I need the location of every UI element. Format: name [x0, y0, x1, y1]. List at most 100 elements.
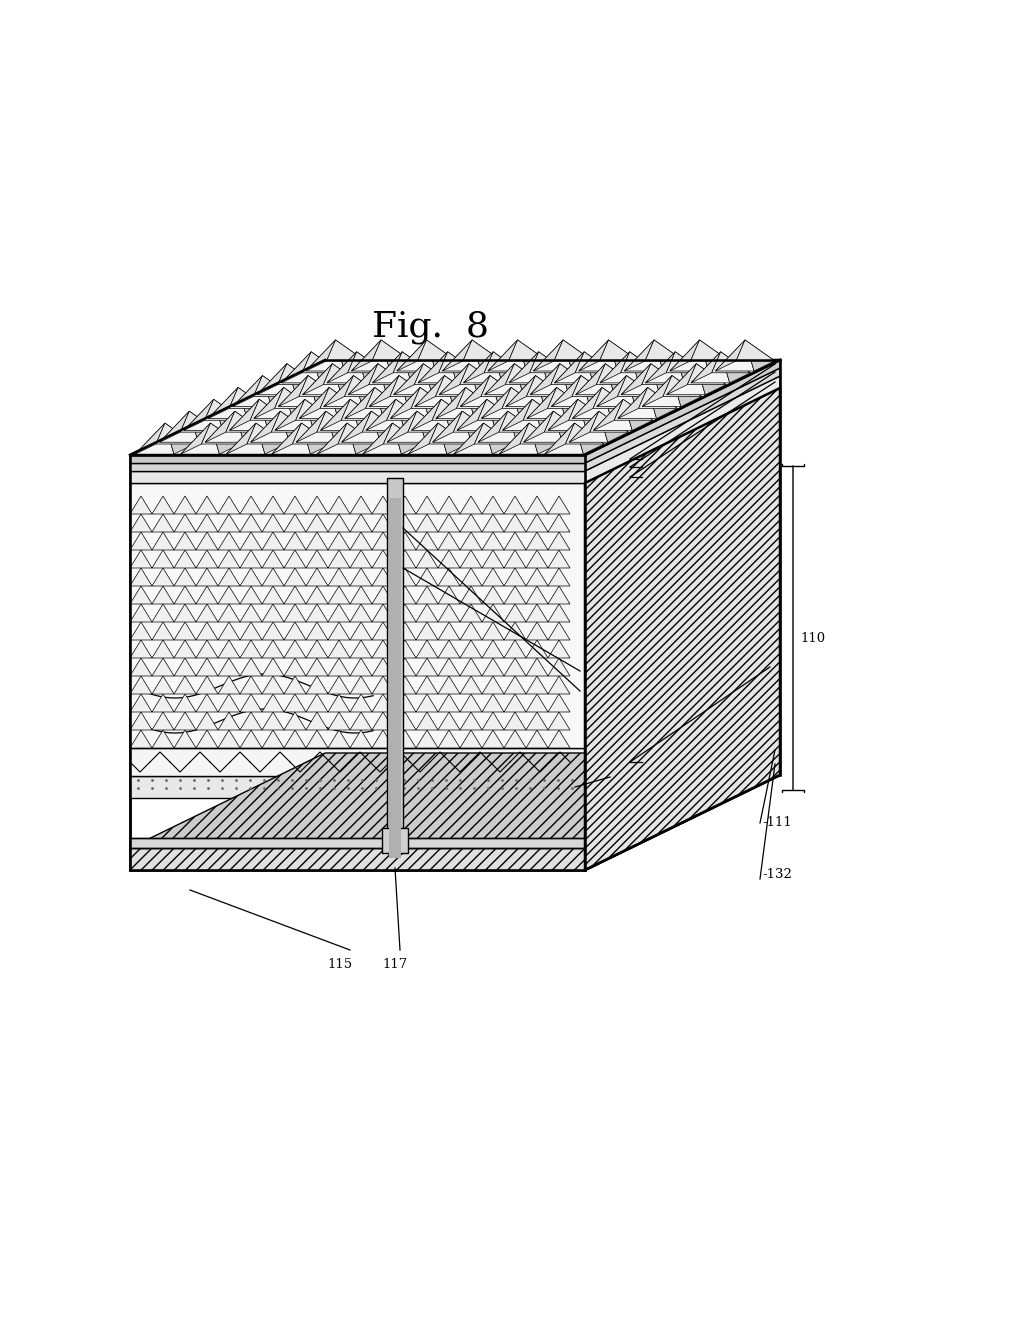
- Polygon shape: [608, 341, 638, 371]
- Polygon shape: [218, 568, 240, 586]
- Polygon shape: [317, 424, 347, 454]
- Polygon shape: [208, 388, 247, 418]
- Polygon shape: [585, 360, 780, 463]
- Polygon shape: [397, 341, 427, 371]
- Polygon shape: [218, 496, 240, 513]
- Polygon shape: [394, 730, 416, 748]
- Polygon shape: [240, 676, 262, 694]
- Polygon shape: [745, 341, 775, 371]
- Polygon shape: [412, 400, 441, 430]
- Polygon shape: [329, 388, 358, 418]
- Polygon shape: [372, 730, 394, 748]
- Polygon shape: [554, 341, 593, 360]
- Polygon shape: [454, 424, 493, 454]
- Polygon shape: [284, 640, 306, 657]
- Polygon shape: [460, 496, 482, 513]
- Polygon shape: [520, 424, 559, 444]
- Polygon shape: [174, 532, 196, 550]
- Polygon shape: [506, 376, 536, 407]
- Polygon shape: [218, 586, 240, 605]
- Polygon shape: [683, 437, 722, 463]
- Polygon shape: [460, 622, 482, 640]
- Polygon shape: [372, 605, 394, 622]
- Polygon shape: [463, 341, 502, 360]
- Polygon shape: [274, 388, 313, 408]
- Polygon shape: [504, 496, 526, 513]
- Polygon shape: [372, 640, 394, 657]
- Polygon shape: [130, 676, 152, 694]
- Polygon shape: [494, 352, 523, 383]
- Polygon shape: [196, 730, 218, 748]
- Polygon shape: [152, 676, 174, 694]
- Polygon shape: [663, 376, 701, 396]
- Polygon shape: [130, 847, 585, 870]
- Polygon shape: [469, 364, 499, 395]
- Polygon shape: [460, 532, 482, 550]
- Polygon shape: [432, 412, 462, 442]
- Polygon shape: [362, 424, 392, 454]
- Polygon shape: [482, 513, 504, 532]
- Text: 110b: 110b: [645, 755, 679, 768]
- Polygon shape: [585, 603, 624, 630]
- Polygon shape: [460, 694, 482, 711]
- Polygon shape: [667, 364, 696, 395]
- Polygon shape: [569, 412, 599, 442]
- Polygon shape: [250, 400, 289, 420]
- Polygon shape: [600, 352, 639, 383]
- Polygon shape: [345, 388, 375, 418]
- Polygon shape: [438, 676, 460, 694]
- Polygon shape: [282, 352, 321, 383]
- Polygon shape: [174, 694, 196, 711]
- Text: PN: PN: [612, 768, 633, 781]
- Polygon shape: [489, 376, 519, 407]
- Polygon shape: [279, 376, 308, 407]
- Polygon shape: [526, 568, 548, 586]
- Polygon shape: [545, 412, 583, 432]
- Polygon shape: [387, 478, 403, 853]
- Polygon shape: [548, 532, 570, 550]
- Polygon shape: [572, 388, 602, 418]
- Polygon shape: [617, 388, 656, 418]
- Polygon shape: [731, 651, 770, 677]
- Polygon shape: [370, 376, 408, 407]
- Polygon shape: [487, 341, 517, 371]
- Polygon shape: [284, 568, 306, 586]
- Polygon shape: [387, 412, 426, 442]
- Polygon shape: [372, 550, 394, 568]
- Polygon shape: [526, 496, 548, 513]
- Polygon shape: [532, 400, 562, 430]
- Polygon shape: [350, 513, 372, 532]
- Polygon shape: [135, 424, 174, 454]
- Polygon shape: [624, 400, 653, 430]
- Polygon shape: [316, 412, 355, 432]
- Polygon shape: [731, 532, 770, 558]
- Polygon shape: [460, 605, 482, 622]
- Polygon shape: [152, 622, 174, 640]
- Polygon shape: [585, 376, 780, 483]
- Polygon shape: [416, 550, 438, 568]
- Polygon shape: [690, 341, 729, 360]
- Polygon shape: [594, 400, 624, 430]
- Polygon shape: [135, 424, 165, 454]
- Polygon shape: [348, 364, 378, 395]
- Polygon shape: [454, 412, 492, 432]
- Polygon shape: [296, 412, 335, 442]
- Polygon shape: [262, 605, 284, 622]
- Text: 113: 113: [582, 686, 607, 700]
- Polygon shape: [625, 341, 664, 371]
- Polygon shape: [211, 424, 241, 454]
- Polygon shape: [324, 376, 353, 407]
- Polygon shape: [509, 352, 548, 383]
- Polygon shape: [226, 424, 256, 454]
- Polygon shape: [731, 414, 770, 440]
- Polygon shape: [240, 640, 262, 657]
- Text: 116: 116: [632, 680, 657, 693]
- Polygon shape: [130, 483, 585, 748]
- Polygon shape: [306, 676, 328, 694]
- Polygon shape: [284, 388, 313, 418]
- Polygon shape: [306, 496, 328, 513]
- Polygon shape: [251, 412, 281, 442]
- Polygon shape: [417, 412, 446, 442]
- Polygon shape: [366, 400, 395, 430]
- Polygon shape: [548, 550, 570, 568]
